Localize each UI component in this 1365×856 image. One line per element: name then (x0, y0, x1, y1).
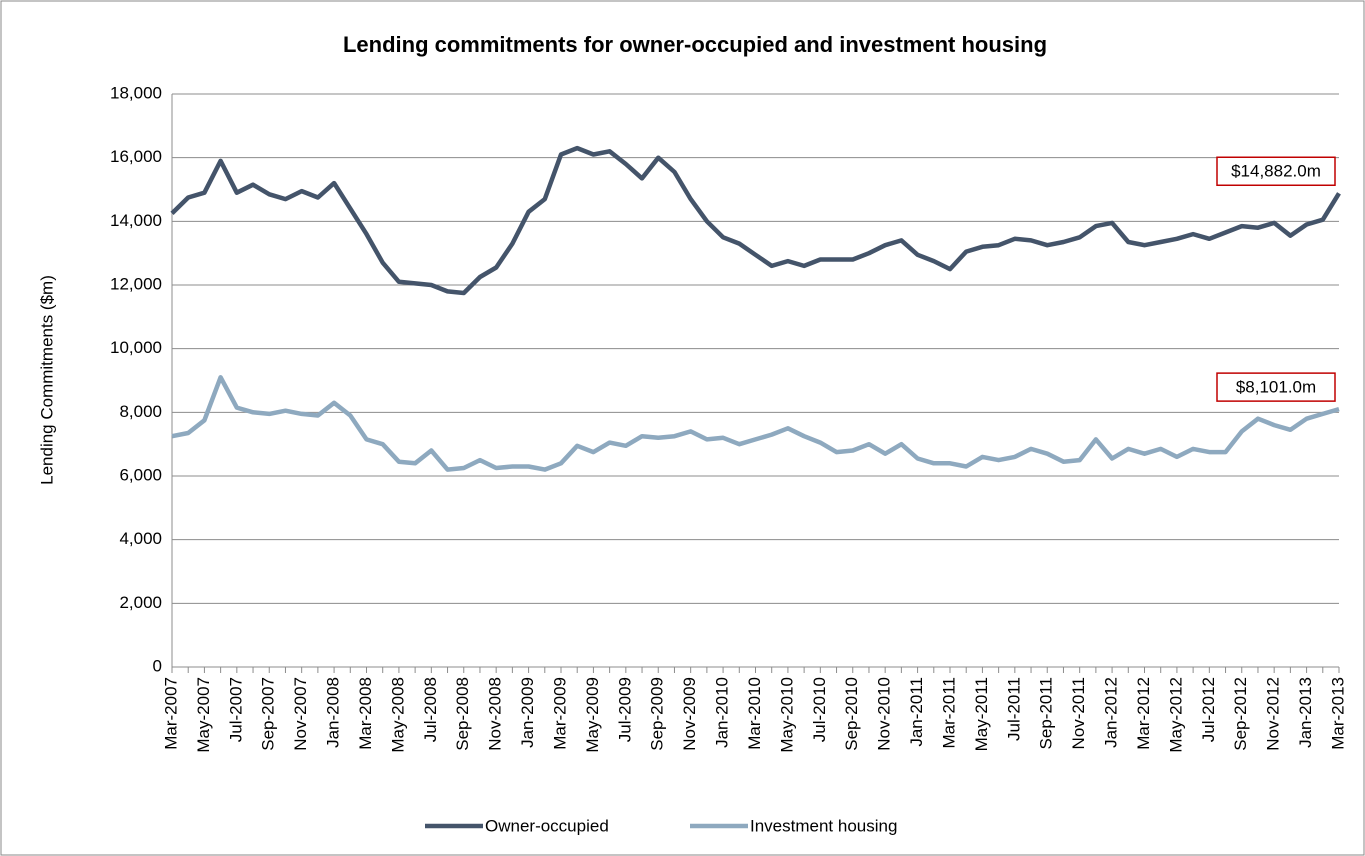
x-tick-label: Mar-2009 (550, 677, 569, 750)
series-line (170, 145, 1341, 296)
x-tick-label: Mar-2010 (745, 677, 764, 750)
end-annotation: $14,882.0m (1216, 156, 1336, 187)
y-tick-label: 16,000 (110, 147, 162, 166)
x-tick-label: May-2008 (388, 677, 407, 753)
x-tick-label: Mar-2011 (939, 677, 958, 749)
x-tick-label: Nov-2009 (680, 677, 699, 751)
x-tick-label: Sep-2007 (259, 677, 278, 751)
y-tick-label: 0 (153, 656, 162, 675)
x-tick-label: Sep-2012 (1231, 677, 1250, 751)
y-tick-label: 18,000 (110, 83, 162, 102)
x-tick-label: Sep-2010 (842, 677, 861, 751)
x-tick-label: Jan-2013 (1296, 677, 1315, 748)
legend-label: Owner-occupied (485, 816, 609, 835)
x-tick-label: Jul-2011 (1004, 677, 1023, 741)
x-tick-label: Jan-2012 (1102, 677, 1121, 748)
x-tick-label: Nov-2007 (291, 677, 310, 751)
x-tick-label: Jul-2009 (615, 677, 634, 742)
x-tick-label: Sep-2008 (453, 677, 472, 751)
annotation-box (1216, 156, 1336, 187)
series-line (171, 375, 1340, 472)
legend-label: Investment housing (750, 816, 897, 835)
y-axis-label: Lending Commitments ($m) (37, 275, 56, 485)
x-tick-label: Jul-2007 (226, 677, 245, 742)
x-tick-label: May-2010 (777, 677, 796, 753)
y-tick-label: 12,000 (110, 274, 162, 293)
x-tick-label: May-2007 (194, 677, 213, 753)
x-tick-label: Nov-2010 (875, 677, 894, 751)
annotation-box (1216, 372, 1336, 402)
x-tick-label: Jan-2009 (518, 677, 537, 748)
x-tick-label: Mar-2013 (1328, 677, 1347, 750)
y-tick-label: 10,000 (110, 338, 162, 357)
x-tick-label: May-2011 (972, 677, 991, 751)
end-annotation: $8,101.0m (1216, 372, 1336, 402)
x-tick-label: Mar-2007 (161, 677, 180, 750)
y-tick-label: 14,000 (110, 211, 162, 230)
x-tick-label: Jul-2008 (421, 677, 440, 742)
annotation-text: $8,101.0m (1236, 378, 1316, 397)
x-tick-label: Sep-2011 (1037, 677, 1056, 749)
y-tick-label: 6,000 (119, 465, 162, 484)
x-tick-label: May-2009 (583, 677, 602, 753)
x-tick-label: Jul-2010 (810, 677, 829, 742)
y-tick-label: 2,000 (119, 593, 162, 612)
x-tick-label: Jan-2011 (907, 677, 926, 747)
chart-title: Lending commitments for owner-occupied a… (343, 32, 1047, 57)
y-tick-label: 4,000 (119, 529, 162, 548)
x-tick-label: Mar-2012 (1134, 677, 1153, 750)
x-tick-label: Nov-2012 (1264, 677, 1283, 751)
x-tick-label: Nov-2008 (486, 677, 505, 751)
x-tick-label: Jan-2010 (713, 677, 732, 748)
y-tick-label: 8,000 (119, 402, 162, 421)
annotation-text: $14,882.0m (1231, 162, 1321, 181)
x-tick-label: Jul-2012 (1199, 677, 1218, 742)
x-tick-label: Sep-2009 (648, 677, 667, 751)
x-tick-label: Nov-2011 (1069, 677, 1088, 749)
x-tick-label: Jan-2008 (324, 677, 343, 748)
x-tick-label: May-2012 (1166, 677, 1185, 753)
x-tick-label: Mar-2008 (356, 677, 375, 750)
